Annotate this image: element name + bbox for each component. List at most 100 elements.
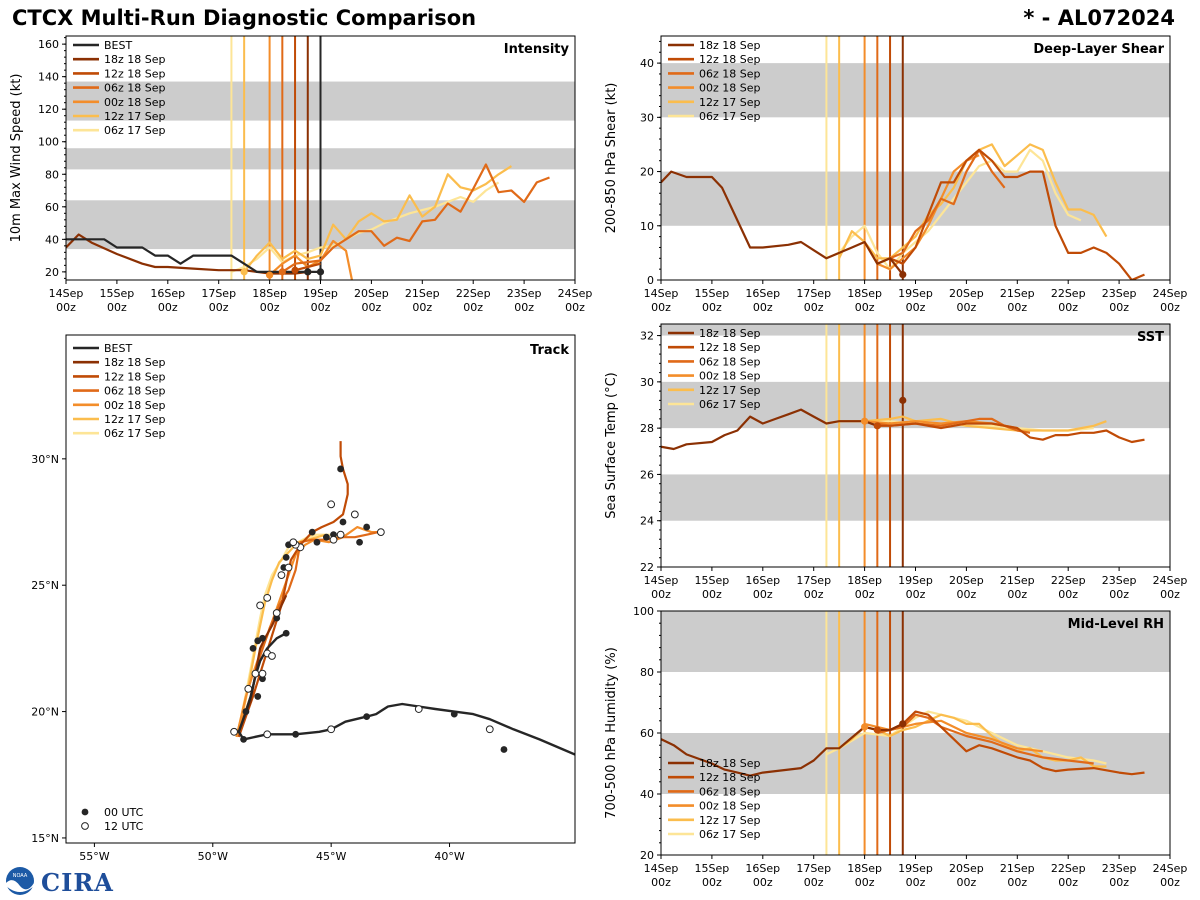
x-tick-label: 00z <box>906 876 926 889</box>
x-tick-label: 14Sep <box>49 287 84 300</box>
series-marker-12z-18-sep <box>291 266 299 274</box>
panel-shear: 01020304014Sep00z15Sep00z16Sep00z17Sep00… <box>604 35 1188 314</box>
series-line-12z-18-sep <box>294 262 321 272</box>
series-line-00z-18-sep <box>863 154 980 271</box>
legend-label-06z-18-sep: 06z 18 Sep <box>699 67 761 80</box>
y-tick-label: 30 <box>640 376 654 389</box>
x-tick-label: 00z <box>1109 876 1129 889</box>
x-tick-label: 00z <box>906 301 926 314</box>
track-point-00utc <box>282 554 290 561</box>
track-point-12utc <box>230 727 238 736</box>
y-axis-label: 10m Max Wind Speed (kt) <box>9 74 24 243</box>
track-point-00utc <box>337 465 345 473</box>
x-tick-label: 18Sep <box>847 862 882 875</box>
series-line-00z-18-sep <box>268 239 354 280</box>
series-line-12z-18-sep <box>889 148 1145 280</box>
legend-label-00z-18-sep: 00z 18 Sep <box>699 82 761 95</box>
track-point-00utc <box>308 528 316 536</box>
track-point-00utc <box>249 644 257 652</box>
x-tick-label: 00z <box>804 588 824 601</box>
x-tick-label: 00z <box>651 301 671 314</box>
track-point-00utc <box>363 523 371 531</box>
series-marker-18z-18-sep <box>899 396 907 404</box>
x-tick-label: 00z <box>1109 301 1129 314</box>
series-marker-12z-18-sep <box>873 422 881 430</box>
track-point-00utc <box>323 533 330 541</box>
x-tick-label: 00z <box>804 876 824 889</box>
x-tick-label: 00z <box>158 301 178 314</box>
track-point-12utc <box>284 563 293 572</box>
y-axis-label: 700-500 hPa Humidity (%) <box>604 647 619 819</box>
x-tick-label: 23Sep <box>1102 287 1137 300</box>
legend-label-00z-18-sep: 00z 18 Sep <box>104 399 166 412</box>
legend-label-12z-17-sep: 12z 17 Sep <box>104 413 166 426</box>
legend-label-18z-18-sep: 18z 18 Sep <box>699 757 761 770</box>
legend-label-best: BEST <box>104 39 132 52</box>
track-point-12utc <box>256 601 265 610</box>
y-tick-label: 60 <box>640 727 654 740</box>
x-tick-label: 19Sep <box>898 574 933 587</box>
y-tick-label: 30°N <box>31 453 59 466</box>
x-tick-label: 21Sep <box>1000 287 1035 300</box>
x-tick-label: 24Sep <box>1153 862 1188 875</box>
track-point-12utc <box>485 725 494 734</box>
y-tick-label: 40 <box>640 57 654 70</box>
noaa-logo-icon: NOAA <box>6 867 34 895</box>
x-tick-label: 00z <box>1160 588 1180 601</box>
x-tick-label: 00z <box>514 301 534 314</box>
y-tick-label: 25°N <box>31 579 59 592</box>
legend-label-18z-18-sep: 18z 18 Sep <box>699 327 761 340</box>
track-point-12utc <box>327 500 336 509</box>
track-point-12utc <box>263 593 272 602</box>
x-tick-label: 20Sep <box>949 574 984 587</box>
noaa-logo-text: NOAA <box>13 873 28 879</box>
y-axis-label: 200-850 hPa Shear (kt) <box>604 83 619 234</box>
track-point-12utc <box>268 652 276 660</box>
x-tick-label: 00z <box>362 301 382 314</box>
y-tick-label: 10 <box>640 220 654 233</box>
y-tick-label: 32 <box>640 330 654 343</box>
legend-label-06z-17-sep: 06z 17 Sep <box>699 828 761 841</box>
x-tick-label: 18Sep <box>847 287 882 300</box>
x-tick-label: 00z <box>1058 588 1078 601</box>
track-point-12utc <box>350 510 359 519</box>
x-tick-label: 00z <box>463 301 483 314</box>
x-tick-label: 00z <box>209 301 229 314</box>
legend-label-00z-18-sep: 00z 18 Sep <box>699 800 761 813</box>
x-tick-label: 20Sep <box>949 287 984 300</box>
x-tick-label: 24Sep <box>1153 574 1188 587</box>
series-line-12z-18-sep <box>889 710 1145 776</box>
x-tick-label: 24Sep <box>558 287 593 300</box>
plot-area <box>661 36 1170 280</box>
legend-label-06z-18-sep: 06z 18 Sep <box>104 385 166 398</box>
track-point-00utc <box>254 693 262 700</box>
x-tick-label: 17Sep <box>201 287 236 300</box>
panel-title: SST <box>1137 330 1164 345</box>
x-tick-label: 15Sep <box>695 862 730 875</box>
y-tick-label: 30 <box>640 111 654 124</box>
x-tick-label: 00z <box>906 588 926 601</box>
y-tick-label: 26 <box>640 468 654 481</box>
x-tick-label: 00z <box>957 876 977 889</box>
track-line-12z-18-sep <box>237 441 349 738</box>
series-line-06z-18-sep <box>876 148 1006 265</box>
y-tick-label: 15°N <box>31 832 59 845</box>
x-tick-label: 17Sep <box>796 862 831 875</box>
x-tick-label: 19Sep <box>898 287 933 300</box>
x-tick-label: 19Sep <box>898 862 933 875</box>
legend-label-12z-17-sep: 12z 17 Sep <box>104 110 166 123</box>
track-point-12utc <box>327 725 336 734</box>
x-tick-label: 24Sep <box>1153 287 1188 300</box>
series-line-12z-17-sep <box>839 415 1107 432</box>
plot-area <box>661 611 1170 855</box>
track-point-12utc <box>277 571 286 579</box>
series-marker-best <box>304 268 312 276</box>
panel-intensity: 2040608010012014016014Sep00z15Sep00z16Se… <box>9 35 593 314</box>
legend-label-12z-18-sep: 12z 18 Sep <box>104 67 166 80</box>
y-tick-label: 28 <box>640 422 654 435</box>
track-point-00utc <box>313 538 321 546</box>
x-tick-label: 16Sep <box>745 287 780 300</box>
legend-label-12utc: 12 UTC <box>104 820 144 833</box>
x-tick-label: 00z <box>753 876 773 889</box>
x-tick-label: 00z <box>702 876 722 889</box>
